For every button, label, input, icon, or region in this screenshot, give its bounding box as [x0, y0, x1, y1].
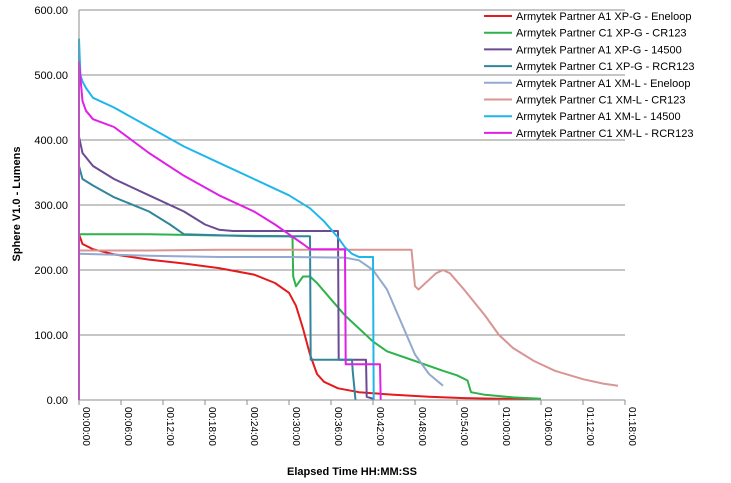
x-tick-label: 00:24:00 [248, 407, 259, 446]
x-tick-labels: 00:00:00 00:06:00 00:12:00 00:18:00 00:24:00… [80, 407, 637, 446]
series-line [78, 233, 542, 401]
legend-entry: Armytek Partner C1 XP-G - CR123 [516, 28, 687, 40]
legend-entry: Armytek Partner A1 XM-L - Eneloop [516, 78, 690, 90]
x-tick-label: 00:54:00 [458, 407, 469, 446]
x-tick-label: 01:00:00 [500, 407, 511, 446]
x-tick-label: 01:18:00 [626, 407, 637, 446]
x-axis-title: Elapsed Time HH:MM:SS [287, 466, 417, 478]
x-tick-label: 00:18:00 [206, 407, 217, 446]
y-tick-labels: 0.00 100.00 200.00 300.00 400.00 500.00 600.00 [34, 5, 68, 407]
y-tick-label: 600.00 [34, 5, 68, 17]
axes [78, 10, 626, 405]
legend-entry: Armytek Partner C1 XP-G - RCR123 [516, 61, 695, 73]
x-tick-label: 01:06:00 [542, 407, 553, 446]
legend-entry: Armytek Partner A1 XM-L - 14500 [516, 111, 681, 123]
series-line [78, 252, 444, 400]
legend: Armytek Partner A1 XP-G - Eneloop Armytek… [484, 11, 695, 140]
x-tick-label: 01:12:00 [584, 407, 595, 446]
series-line [78, 38, 375, 401]
legend-entry: Armytek Partner C1 XM-L - CR123 [516, 95, 686, 107]
y-tick-label: 500.00 [34, 70, 68, 82]
legend-entry: Armytek Partner A1 XP-G - Eneloop [516, 11, 691, 23]
x-tick-label: 00:00:00 [80, 407, 91, 446]
y-tick-label: 300.00 [34, 200, 68, 212]
x-tick-label: 00:42:00 [374, 407, 385, 446]
y-tick-label: 400.00 [34, 135, 68, 147]
series-line [78, 61, 382, 401]
legend-entry: Armytek Partner C1 XM-L - RCR123 [516, 128, 693, 140]
x-tick-label: 00:06:00 [122, 407, 133, 446]
y-tick-label: 100.00 [34, 330, 68, 342]
x-tick-label: 00:12:00 [164, 407, 175, 446]
series-lines [78, 38, 619, 401]
x-tick-label: 00:48:00 [416, 407, 427, 446]
x-tick-label: 00:30:00 [290, 407, 301, 446]
series-line [78, 248, 619, 400]
y-axis-title: Sphere V1.0 - Lumens [11, 147, 23, 262]
x-tick-label: 00:36:00 [332, 407, 343, 446]
y-tick-label: 0.00 [47, 395, 68, 407]
y-tick-label: 200.00 [34, 265, 68, 277]
legend-entry: Armytek Partner A1 XP-G - 14500 [516, 44, 682, 56]
